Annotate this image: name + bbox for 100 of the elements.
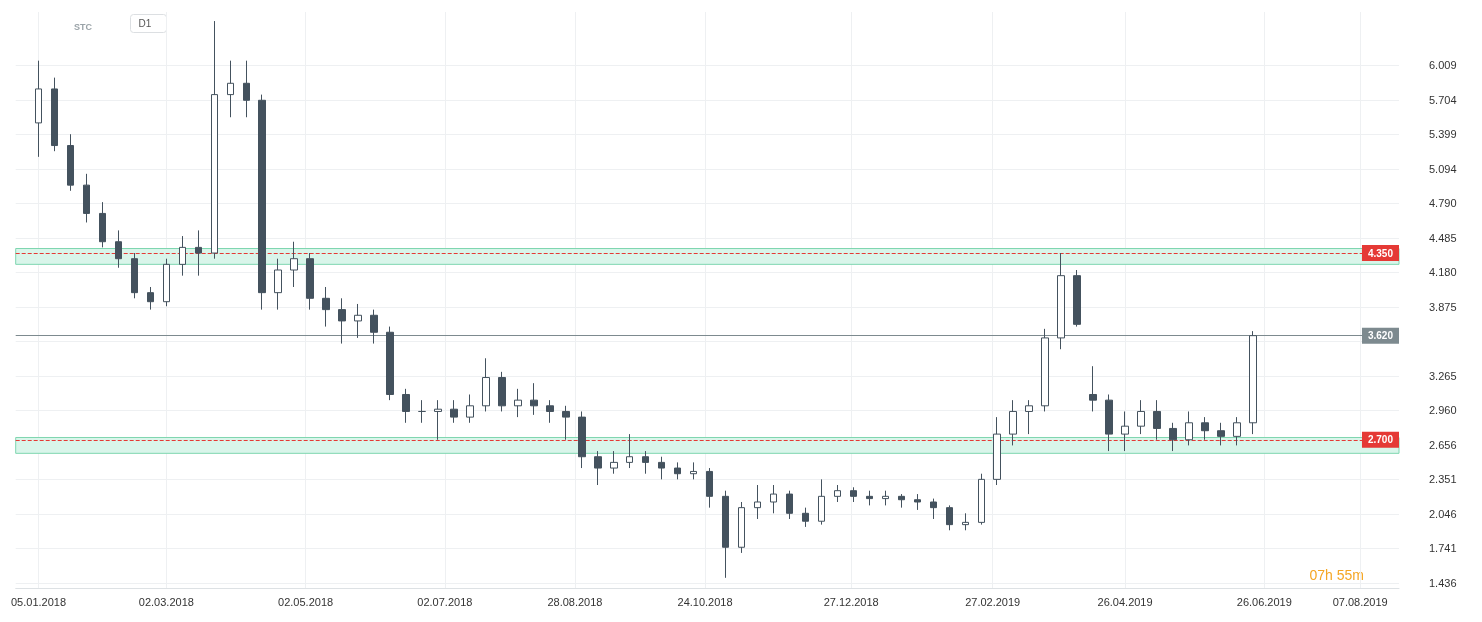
candlestick	[1249, 330, 1257, 435]
y-tick-label: 2.656	[1429, 438, 1457, 451]
candlestick	[802, 507, 809, 528]
candlestick	[402, 388, 410, 424]
annotation: STC	[74, 21, 93, 32]
candlestick	[642, 450, 649, 475]
x-tick-label: 27.12.2018	[823, 595, 879, 608]
y-tick-label: 1.436	[1429, 576, 1457, 589]
candlestick	[1185, 410, 1193, 446]
candlestick	[898, 493, 905, 509]
candlestick	[418, 399, 426, 424]
candlestick	[147, 286, 154, 311]
y-tick-label: 4.485	[1429, 231, 1457, 244]
candlestick	[1233, 416, 1241, 446]
candlestick	[1121, 410, 1129, 452]
candlestick	[1089, 365, 1097, 412]
candlestick	[1073, 269, 1081, 328]
candlestick	[930, 498, 937, 520]
annotation: D1	[138, 18, 152, 29]
candlestick	[978, 473, 985, 526]
y-tick-label: 5.704	[1429, 93, 1457, 106]
y-tick-label: 1.741	[1429, 542, 1457, 555]
candlestick	[1153, 399, 1161, 441]
candlestick	[83, 173, 90, 223]
candlestick	[498, 371, 506, 412]
candlestick	[227, 60, 234, 118]
y-tick-label: 5.399	[1429, 128, 1457, 141]
candlestick	[962, 512, 969, 531]
candlestick	[274, 258, 282, 311]
candlestick	[658, 456, 665, 480]
candlestick	[258, 94, 266, 311]
candlestick	[850, 486, 857, 503]
candlestick	[882, 490, 889, 506]
candlestick	[179, 235, 186, 277]
candlestick	[530, 382, 538, 416]
candlestick	[722, 490, 729, 579]
annotation: 07h 55m	[1309, 567, 1364, 583]
candlestick	[99, 201, 106, 248]
candlestick	[594, 450, 602, 486]
candlestick	[1025, 399, 1033, 435]
candlestick	[67, 133, 74, 192]
candlestick	[546, 399, 554, 424]
x-tick-label: 26.04.2019	[1097, 595, 1153, 608]
y-tick-label: 2.351	[1429, 473, 1457, 486]
candlestick	[626, 433, 633, 469]
candlestick	[738, 501, 745, 554]
candlestick	[1217, 422, 1225, 446]
y-tick-label: 6.009	[1429, 59, 1457, 72]
candlestick	[993, 416, 1001, 486]
x-tick-label: 28.08.2018	[547, 595, 603, 608]
candlestick	[434, 399, 442, 441]
candlestick	[1057, 252, 1065, 350]
candlestick	[1041, 328, 1049, 412]
candlestick	[1105, 393, 1113, 452]
x-tick-label: 05.01.2018	[11, 595, 67, 608]
candlestick	[131, 252, 138, 299]
candlestick	[322, 286, 330, 328]
candlestick	[834, 484, 841, 503]
candlestick	[786, 490, 793, 520]
candlestick	[290, 241, 298, 288]
candlestick	[562, 405, 570, 441]
y-tick-label: 4.790	[1429, 197, 1457, 210]
y-tick-label: 5.094	[1429, 162, 1457, 175]
candlestick	[163, 258, 170, 307]
candlestick	[690, 461, 697, 480]
y-tick-label: 2.960	[1429, 404, 1457, 417]
y-tick-label: 3.875	[1429, 300, 1457, 313]
candlestick	[211, 20, 218, 260]
candlestick	[1009, 399, 1017, 446]
candlestick	[386, 326, 394, 401]
candlestick	[338, 297, 346, 345]
candlestick	[370, 309, 378, 345]
candlestick	[866, 490, 873, 506]
candlestick	[610, 450, 618, 475]
candlestick	[1137, 399, 1145, 435]
x-tick-label: 02.05.2018	[278, 595, 334, 608]
candlestick	[115, 229, 122, 269]
x-tick-label: 02.03.2018	[138, 595, 194, 608]
candlestick	[450, 399, 458, 424]
candlestick	[243, 60, 250, 118]
candlestick	[754, 484, 761, 520]
candlestick	[914, 493, 921, 511]
candlestick	[306, 252, 314, 311]
ref-line-label: 4.350	[1367, 247, 1394, 259]
y-tick-label: 3.265	[1429, 369, 1457, 382]
candlestick	[818, 478, 825, 526]
x-tick-label: 24.10.2018	[677, 595, 733, 608]
candlestick	[195, 229, 202, 277]
x-tick-label: 27.02.2019	[965, 595, 1021, 608]
x-tick-label: 26.06.2019	[1236, 595, 1292, 608]
x-tick-label: 02.07.2018	[417, 595, 473, 608]
candlestick	[1201, 416, 1209, 441]
y-tick-label: 4.180	[1429, 266, 1457, 279]
candlestick	[770, 484, 777, 514]
candlestick	[35, 60, 42, 158]
candlestick	[354, 303, 362, 339]
ref-line-label: 2.700	[1367, 434, 1394, 446]
ref-line-label: 3.620	[1367, 330, 1394, 342]
candlestick	[51, 77, 58, 152]
candlestick	[1169, 422, 1177, 452]
